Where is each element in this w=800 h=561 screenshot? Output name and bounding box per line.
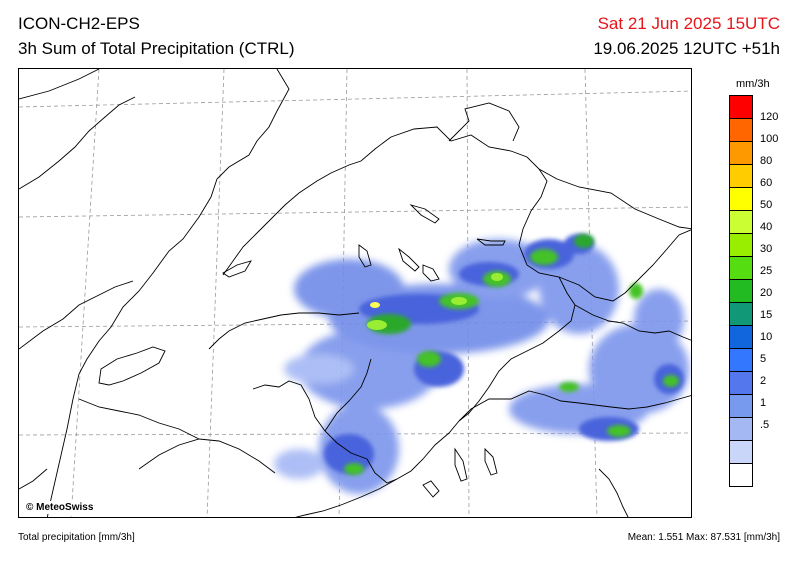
valid-time: Sat 21 Jun 2025 15UTC — [597, 14, 780, 33]
legend-tick-label: .5 — [760, 419, 770, 431]
legend-swatch — [729, 118, 753, 141]
legend-swatch — [729, 187, 753, 210]
borders — [19, 69, 691, 517]
precipitation-field — [274, 234, 689, 494]
legend-tick-label: 20 — [760, 287, 773, 299]
legend-swatch — [729, 463, 753, 487]
legend-swatch — [729, 440, 753, 463]
legend-tick-label: 30 — [760, 243, 773, 255]
legend-tick-label: 5 — [760, 353, 767, 365]
legend-swatch — [729, 210, 753, 233]
product-title: 3h Sum of Total Precipitation (CTRL) — [18, 39, 295, 58]
legend-swatch — [729, 141, 753, 164]
legend-tick-label: 60 — [760, 177, 773, 189]
legend-tick-label: 120 — [760, 111, 779, 123]
legend-swatch — [729, 256, 753, 279]
color-legend — [729, 95, 753, 487]
legend-swatch — [729, 279, 753, 302]
legend-swatch — [729, 164, 753, 187]
legend-swatch — [729, 95, 753, 118]
legend-tick-label: 25 — [760, 265, 773, 277]
legend-swatch — [729, 325, 753, 348]
legend-unit: mm/3h — [736, 78, 770, 90]
map-canvas — [19, 69, 691, 517]
lakes — [98, 204, 506, 498]
legend-tick-label: 40 — [760, 221, 773, 233]
legend-tick-label: 50 — [760, 199, 773, 211]
precipitation-map: © MeteoSwiss — [18, 68, 692, 518]
legend-tick-label: 2 — [760, 375, 767, 387]
legend-tick-label: 100 — [760, 133, 779, 145]
legend-swatch — [729, 302, 753, 325]
credit-label: © MeteoSwiss — [24, 501, 96, 514]
legend-swatch — [729, 371, 753, 394]
legend-tick-label: 80 — [760, 155, 773, 167]
legend-swatch — [729, 417, 753, 440]
legend-tick-label: 10 — [760, 331, 773, 343]
run-time: 19.06.2025 12UTC +51h — [593, 39, 780, 58]
footer-stats: Mean: 1.551 Max: 87.531 [mm/3h] — [627, 532, 780, 543]
legend-swatch — [729, 394, 753, 417]
legend-swatch — [729, 233, 753, 256]
model-name: ICON-CH2-EPS — [18, 14, 140, 33]
legend-swatch — [729, 348, 753, 371]
legend-tick-label: 15 — [760, 309, 773, 321]
legend-tick-label: 1 — [760, 397, 767, 409]
footer-label: Total precipitation [mm/3h] — [18, 532, 135, 543]
